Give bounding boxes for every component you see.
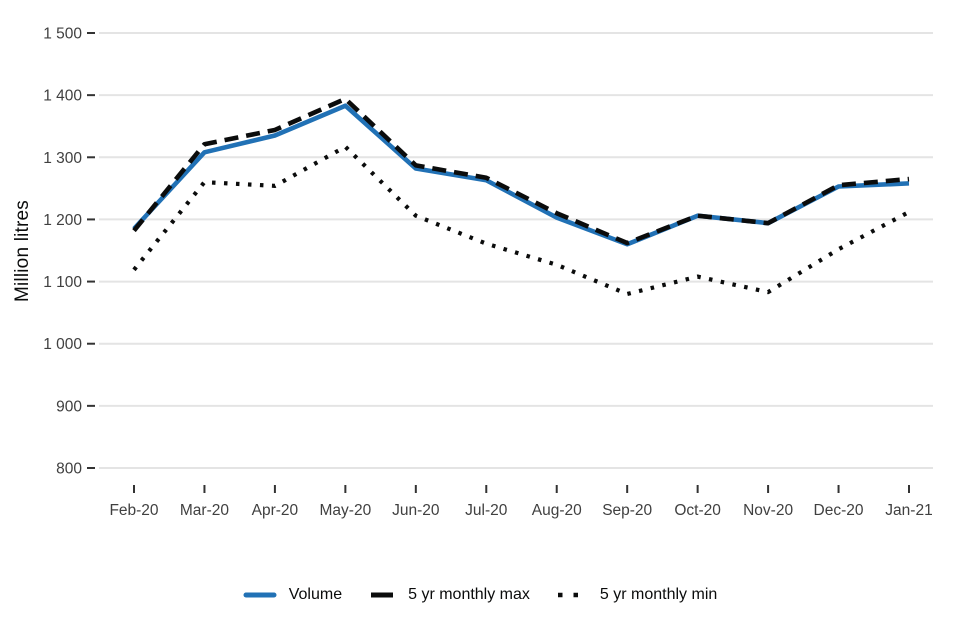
dashed-line-swatch-icon: [371, 592, 394, 598]
legend-label-volume: Volume: [288, 586, 343, 603]
x-tick-label: May-20: [320, 502, 372, 519]
x-tick-label: Aug-20: [532, 502, 582, 519]
legend-label-max: 5 yr monthly max: [408, 586, 530, 603]
y-tick-label: 1 300: [43, 150, 82, 167]
legend-label-min: 5 yr monthly min: [599, 586, 718, 603]
legend-item-min: 5 yr monthly min: [556, 586, 717, 604]
y-tick-label: 1 000: [43, 336, 82, 353]
series-line-5-yr-monthly-min: [132, 144, 910, 297]
x-tick-label: Jun-20: [392, 502, 440, 519]
y-tick-label: 900: [56, 398, 82, 415]
x-tick-label: Jul-20: [465, 502, 508, 519]
legend-item-volume: Volume: [243, 586, 342, 604]
legend-item-max: 5 yr monthly max: [368, 586, 530, 604]
x-tick-label: Jan-21: [885, 502, 932, 519]
x-tick-label: Sep-20: [602, 502, 652, 519]
y-tick-label: 800: [56, 461, 82, 478]
y-tick-label: 1 500: [43, 26, 82, 43]
series-line-volume: [132, 103, 910, 247]
series-line-5-yr-monthly-max: [132, 96, 910, 246]
volume-line-swatch-icon: [243, 592, 277, 598]
chart-legend: Volume 5 yr monthly max 5 yr monthly min: [0, 586, 960, 604]
x-tick-label: Dec-20: [814, 502, 864, 519]
x-tick-label: Nov-20: [743, 502, 793, 519]
x-tick-label: Oct-20: [674, 502, 721, 519]
y-tick-label: 1 200: [43, 212, 82, 229]
y-tick-label: 1 400: [43, 88, 82, 105]
x-tick-label: Mar-20: [180, 502, 229, 519]
dotted-line-swatch-icon: [557, 592, 586, 598]
y-tick-label: 1 100: [43, 274, 82, 291]
line-chart-canvas: 800 900 1 000 1 100 1 200 1 300 1 400 1 500 Feb-…: [43, 26, 933, 519]
x-tick-label: Feb-20: [109, 502, 158, 519]
x-tick-label: Apr-20: [252, 502, 299, 519]
